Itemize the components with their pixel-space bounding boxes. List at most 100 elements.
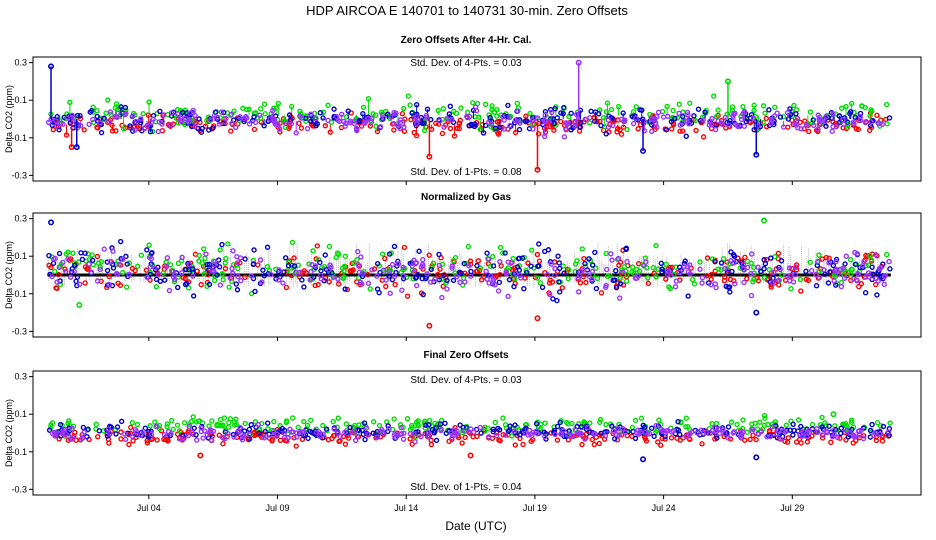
normalized-point bbox=[198, 273, 201, 277]
gas2-point bbox=[226, 284, 232, 290]
gas3-point bbox=[590, 262, 596, 268]
gas4-point bbox=[54, 279, 60, 285]
gas1-point bbox=[293, 443, 299, 449]
gas1-point bbox=[277, 437, 284, 443]
gas1-point bbox=[159, 128, 166, 134]
gas1-point bbox=[115, 280, 121, 287]
gas2-point bbox=[422, 425, 428, 431]
gas4-point bbox=[552, 431, 558, 438]
gas1-point bbox=[50, 126, 57, 133]
gas1-point bbox=[620, 124, 627, 130]
gas1-point bbox=[374, 128, 381, 135]
gas4-point bbox=[383, 277, 389, 283]
normalized-point bbox=[178, 273, 181, 277]
gas4-point bbox=[209, 437, 215, 444]
gas4-point bbox=[327, 262, 333, 268]
gas3-point bbox=[264, 244, 271, 250]
gas1-point bbox=[106, 440, 112, 446]
gas3-point bbox=[880, 423, 887, 430]
gas3-point bbox=[314, 121, 321, 127]
gas3-point bbox=[443, 430, 449, 437]
normalized-point bbox=[74, 273, 77, 277]
gas4-point bbox=[542, 112, 548, 119]
gas4-point bbox=[115, 110, 121, 117]
gas4-point bbox=[436, 262, 443, 269]
gas4-point bbox=[831, 432, 838, 438]
gas4-point bbox=[194, 437, 200, 443]
gas4-point bbox=[830, 123, 836, 130]
gas2-point bbox=[597, 416, 604, 423]
y-axis-label: Delta CO2 (ppm) bbox=[4, 85, 14, 153]
gas1-point bbox=[222, 265, 229, 272]
gas4-point bbox=[133, 428, 140, 435]
gas1-point bbox=[686, 436, 693, 442]
gas4-point bbox=[511, 428, 517, 435]
normalized-point bbox=[557, 273, 560, 277]
normalized-point bbox=[274, 273, 277, 277]
gas4-point bbox=[862, 119, 869, 126]
gas2-point bbox=[752, 420, 758, 427]
gas2-point bbox=[452, 254, 459, 261]
gas4-point bbox=[552, 265, 558, 272]
gas3-point bbox=[98, 129, 105, 136]
gas4-point bbox=[355, 262, 362, 268]
gas4-point bbox=[86, 261, 92, 267]
gas4-point bbox=[53, 118, 59, 124]
gas2-point bbox=[67, 99, 73, 106]
gas2-point bbox=[751, 264, 757, 271]
gas2-point bbox=[848, 100, 855, 107]
gas1-point bbox=[407, 436, 413, 442]
gas4-point bbox=[67, 274, 74, 280]
normalized-point bbox=[786, 273, 789, 277]
normalized-point bbox=[287, 273, 290, 277]
gas2-point bbox=[534, 275, 541, 281]
gas4-point bbox=[486, 280, 492, 286]
gas3-point bbox=[347, 424, 353, 431]
gas4-point bbox=[341, 118, 347, 125]
gas2-point bbox=[376, 422, 383, 429]
x-axis-label: Date (UTC) bbox=[445, 519, 506, 533]
normalized-point bbox=[369, 273, 372, 277]
gas4-point bbox=[868, 119, 874, 125]
normalized-point bbox=[272, 273, 275, 277]
gas3-point bbox=[502, 250, 508, 256]
gas2-point bbox=[603, 109, 610, 115]
gas1-point bbox=[335, 281, 342, 287]
gas3-point bbox=[516, 126, 523, 133]
gas3-point bbox=[852, 114, 858, 120]
gas4-point bbox=[685, 112, 691, 118]
gas4-point bbox=[237, 114, 243, 120]
gas4-point bbox=[813, 271, 819, 278]
normalized-point bbox=[737, 273, 740, 277]
gas3-point bbox=[206, 127, 212, 133]
gas4-point bbox=[530, 126, 536, 132]
gas3-point bbox=[530, 114, 536, 121]
normalized-point bbox=[660, 273, 663, 277]
gas4-point bbox=[654, 113, 660, 120]
gas1-point bbox=[775, 250, 782, 257]
normalized-point bbox=[530, 273, 533, 277]
gas4-point bbox=[793, 264, 799, 270]
gas4-point bbox=[133, 118, 139, 125]
gas4-point bbox=[687, 262, 693, 268]
gas1-point bbox=[522, 275, 528, 281]
panel-title: Normalized by Gas bbox=[421, 192, 511, 203]
gas3-point bbox=[877, 429, 883, 436]
gas3-point bbox=[613, 267, 619, 274]
gas2-point bbox=[217, 247, 223, 253]
normalized-point bbox=[616, 273, 619, 277]
gas3-point bbox=[317, 109, 324, 116]
gas3-point bbox=[189, 266, 196, 272]
gas3-point bbox=[766, 107, 772, 113]
gas3-point bbox=[241, 428, 248, 434]
gas1-point bbox=[299, 269, 305, 276]
gas1-point bbox=[498, 263, 504, 269]
gas3-point bbox=[659, 268, 665, 275]
gas2-point bbox=[171, 279, 178, 285]
gas3-point bbox=[842, 261, 848, 267]
gas2-point bbox=[565, 275, 571, 282]
gas1-point bbox=[180, 274, 186, 281]
gas4-point bbox=[142, 125, 148, 132]
gas4-point bbox=[386, 268, 393, 275]
gas1-point bbox=[742, 254, 748, 261]
